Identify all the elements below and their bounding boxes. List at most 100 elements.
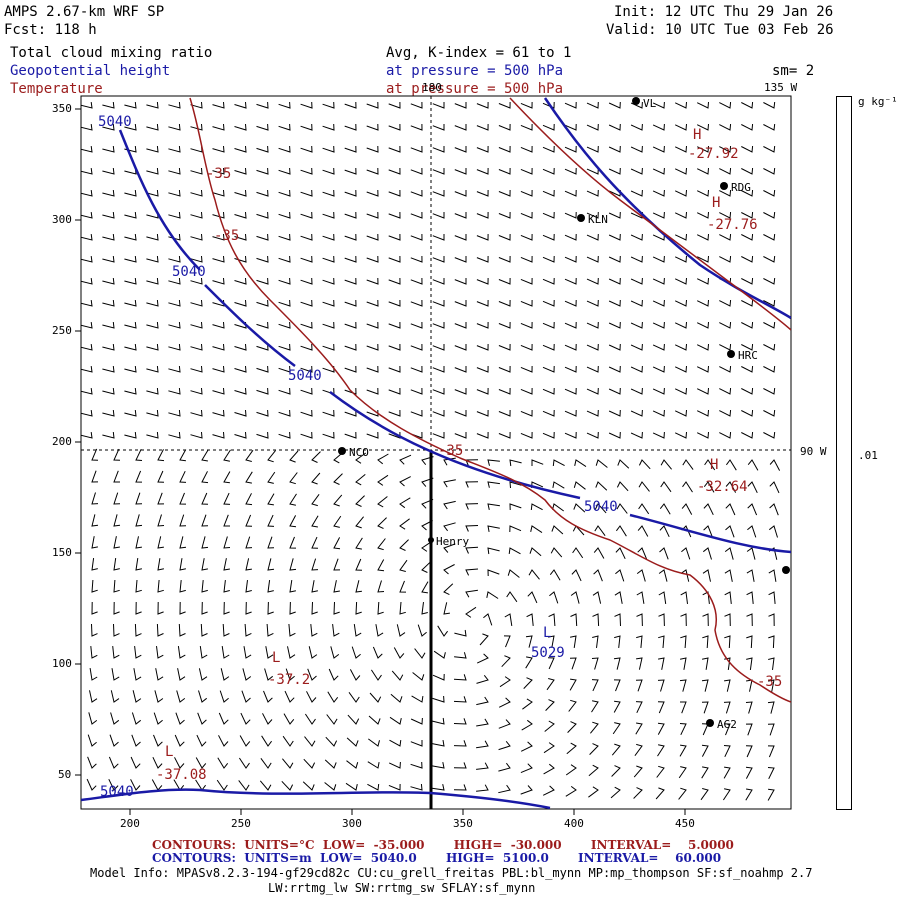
wind-barb xyxy=(267,450,276,463)
wind-barb xyxy=(267,601,274,615)
wind-barb xyxy=(389,739,402,747)
wind-barb xyxy=(284,690,295,703)
wind-barb xyxy=(635,722,643,735)
wind-barb xyxy=(652,255,665,263)
wind-barb xyxy=(432,366,445,373)
wind-barb xyxy=(388,189,401,197)
temp-high-value: -32.64 xyxy=(697,479,748,495)
wind-barb xyxy=(256,299,269,307)
wind-barb xyxy=(124,409,137,417)
wind-barb xyxy=(608,255,621,263)
wind-barb xyxy=(443,564,455,575)
wind-barb xyxy=(322,299,335,307)
wind-barb xyxy=(332,624,340,637)
wind-barb xyxy=(190,387,203,395)
wind-barb xyxy=(168,409,181,417)
model-info-line2: LW:rrtmg_lw SW:rrtmg_sw SFLAY:sf_mynn xyxy=(268,881,536,895)
wind-barb xyxy=(570,613,578,627)
wind-barb xyxy=(617,459,630,469)
wind-barb xyxy=(454,146,467,153)
wind-barb xyxy=(674,387,687,395)
wind-barb xyxy=(498,299,511,307)
wind-barb xyxy=(608,409,621,417)
axis-ticks xyxy=(75,108,686,815)
wind-barb xyxy=(267,580,274,593)
wind-barb xyxy=(81,366,93,373)
wind-barb xyxy=(267,536,275,549)
wind-barb xyxy=(212,123,225,131)
wind-barb xyxy=(476,762,489,770)
wind-barb xyxy=(388,277,401,285)
wind-barb xyxy=(190,167,203,175)
wind-barb xyxy=(346,760,359,769)
wind-barb xyxy=(564,277,577,285)
wind-barb xyxy=(300,167,313,175)
wind-barb xyxy=(476,718,489,727)
wind-barb xyxy=(454,190,467,197)
wind-barb xyxy=(658,613,665,627)
wind-barb xyxy=(741,409,754,417)
wind-barb xyxy=(111,668,120,681)
wind-barb xyxy=(674,277,687,285)
wind-barb xyxy=(520,189,533,197)
wind-barb xyxy=(289,450,299,463)
wind-barb xyxy=(741,343,754,351)
wind-barb xyxy=(421,540,433,552)
wind-barb xyxy=(476,167,489,175)
y-tick-label: 250 xyxy=(52,324,72,337)
wind-barb xyxy=(311,515,319,528)
wind-barb xyxy=(746,547,756,560)
wind-barb xyxy=(542,321,555,329)
wind-barb xyxy=(322,211,335,219)
wind-barb xyxy=(476,674,489,684)
wind-barb xyxy=(498,365,511,373)
wind-barb xyxy=(550,547,563,558)
wind-barb xyxy=(465,589,478,598)
wind-barb xyxy=(333,580,340,593)
wind-barb xyxy=(498,255,511,263)
wind-barb xyxy=(763,321,776,329)
wind-barb xyxy=(741,299,754,307)
wind-barb xyxy=(588,786,599,798)
wind-barb xyxy=(259,780,272,791)
wind-barb xyxy=(476,123,489,131)
wind-barb xyxy=(569,635,577,648)
wind-barb xyxy=(377,559,385,572)
wind-barb xyxy=(179,449,187,462)
wind-barb xyxy=(310,624,318,637)
wind-barb xyxy=(307,668,317,681)
wind-barb xyxy=(333,558,341,571)
wind-barb xyxy=(81,102,93,109)
wind-barb xyxy=(81,278,93,285)
wind-barb xyxy=(410,783,423,791)
wind-barb xyxy=(234,299,247,307)
wind-barb xyxy=(520,741,533,752)
wind-barb xyxy=(344,101,357,109)
wind-barb xyxy=(453,674,467,681)
wind-barb xyxy=(674,189,687,197)
wind-barb xyxy=(443,583,454,596)
wind-barb xyxy=(432,762,445,769)
wind-barb xyxy=(201,558,208,571)
wind-barb xyxy=(696,409,709,417)
wind-barb xyxy=(388,211,401,219)
wind-barb xyxy=(763,145,776,153)
wind-barb xyxy=(135,492,143,505)
wind-barb xyxy=(238,757,250,769)
wind-barb xyxy=(311,494,320,507)
wind-barb xyxy=(498,740,511,751)
wind-barb xyxy=(201,580,208,593)
wind-barb xyxy=(220,668,230,681)
wind-barb xyxy=(768,613,775,627)
wind-barb xyxy=(347,714,360,725)
wind-barb xyxy=(591,657,599,670)
wind-barb xyxy=(763,277,776,285)
wind-barb xyxy=(372,646,383,659)
wind-barb xyxy=(630,299,643,307)
wind-barb xyxy=(388,365,401,373)
y-tick-label: 150 xyxy=(52,546,72,559)
wind-barb xyxy=(476,431,489,439)
wind-barb xyxy=(157,449,165,462)
wind-barb xyxy=(146,123,159,131)
wind-barb xyxy=(702,635,709,649)
